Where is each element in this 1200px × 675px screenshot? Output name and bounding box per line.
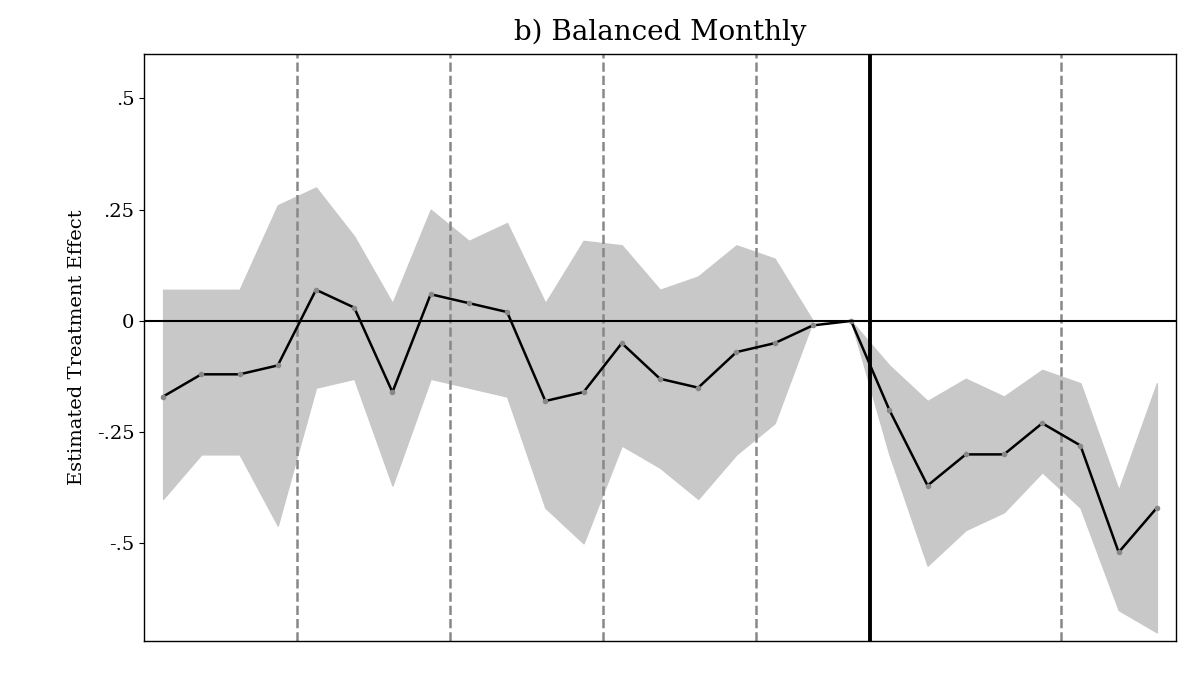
Y-axis label: Estimated Treatment Effect: Estimated Treatment Effect (67, 210, 85, 485)
Title: b) Balanced Monthly: b) Balanced Monthly (514, 19, 806, 46)
